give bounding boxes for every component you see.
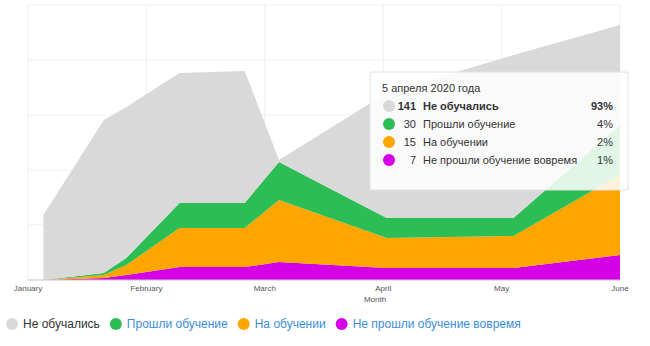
tooltip: 5 апреля 2020 года 141 Не обучались 93% 30 Пр…	[370, 72, 628, 190]
y-grid-line	[28, 280, 620, 281]
x-tick-label: March	[254, 284, 276, 293]
x-tick-label: February	[130, 284, 162, 293]
legend-label: Прошли обучение	[127, 317, 228, 331]
tooltip-label: Не прошли обучение вовремя	[423, 154, 577, 166]
tooltip-swatch	[383, 136, 395, 148]
tooltip-label: Прошли обучение	[423, 118, 515, 130]
x-tick-label: June	[611, 284, 629, 293]
x-tick-label: April	[375, 284, 391, 293]
tooltip-value: 7	[410, 154, 416, 166]
tooltip-value: 30	[404, 118, 416, 130]
legend-swatch	[238, 318, 250, 330]
legend-label: Не прошли обучение вовремя	[353, 317, 521, 331]
tooltip-swatch	[383, 154, 395, 166]
tooltip-swatch	[383, 100, 395, 112]
tooltip-share: 93%	[591, 100, 613, 112]
legend-swatch	[336, 318, 348, 330]
y-grid-line	[28, 5, 620, 6]
tooltip-title: 5 апреля 2020 года	[382, 82, 481, 94]
legend-swatch	[6, 318, 18, 330]
chart: January February March April May June Month Не …	[0, 0, 650, 346]
tooltip-label: На обучении	[423, 136, 488, 148]
x-grid-line	[28, 5, 29, 280]
tooltip-swatch	[383, 118, 395, 130]
tooltip-box	[370, 72, 628, 190]
legend-swatch	[110, 318, 122, 330]
tooltip-share: 4%	[597, 118, 613, 130]
tooltip-share: 2%	[597, 136, 613, 148]
tooltip-value: 141	[398, 100, 416, 112]
tooltip-value: 15	[404, 136, 416, 148]
legend-label: На обучении	[255, 317, 326, 331]
tooltip-share: 1%	[597, 154, 613, 166]
tooltip-label: Не обучались	[423, 100, 499, 112]
legend-label: Не обучались	[23, 317, 100, 331]
x-axis-title: Month	[364, 295, 386, 304]
x-axis-line	[28, 280, 620, 281]
x-tick-label: January	[14, 284, 42, 293]
legend: Не обучались Прошли обучение На обучении Не…	[6, 317, 521, 331]
x-tick-label: May	[494, 284, 509, 293]
